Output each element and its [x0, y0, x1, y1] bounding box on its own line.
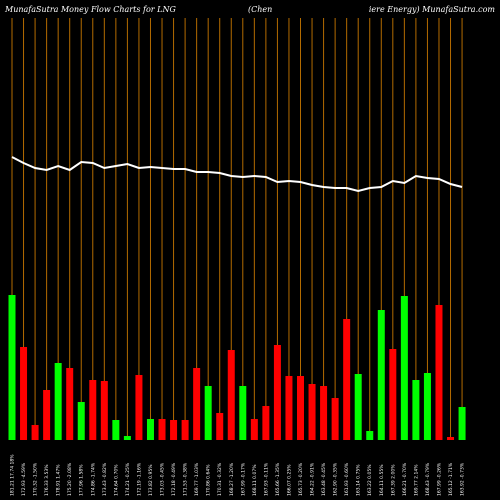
- chart-subtitle: (Chen: [248, 5, 272, 14]
- bar: [181, 420, 189, 440]
- chart-subtitle: iere Energy) MunafaSutra.com: [369, 5, 496, 14]
- bar: [31, 425, 39, 440]
- x-tick-label: 175.20 -2.08%: [67, 462, 73, 496]
- x-tick-label: 181.21 17.74 18%: [10, 454, 16, 496]
- x-tick-label: 164.22 -0.91%: [310, 462, 316, 496]
- chart-title: MunafaSutra Money Flow Charts for LNG: [4, 5, 176, 14]
- bar: [343, 319, 351, 440]
- x-tick-label: 167.39 2.00%: [390, 464, 396, 496]
- x-tick-label: 165.12 -1.71%: [448, 462, 454, 496]
- bar: [354, 374, 362, 440]
- x-tick-label: 172.19 -1.16%: [136, 462, 142, 496]
- bar: [216, 413, 224, 440]
- x-tick-label: 174.86 -1.74%: [90, 462, 96, 496]
- bar: [8, 295, 16, 440]
- bar: [193, 368, 201, 440]
- bar: [297, 376, 304, 440]
- x-tick-label: 161.93 -0.60%: [344, 462, 350, 496]
- bar: [135, 375, 143, 440]
- bar: [377, 310, 385, 440]
- x-tick-label: 172.93 -4.59%: [21, 462, 27, 496]
- bar: [170, 420, 178, 440]
- x-tick-label: 167.93 -0.11%: [263, 462, 269, 496]
- x-tick-label: 164.11 0.55%: [379, 464, 385, 496]
- x-tick-label: 169.77 2.14%: [413, 464, 419, 496]
- x-tick-label: 163.92 -0.73%: [460, 462, 466, 496]
- x-tick-label: 173.82 0.95%: [148, 464, 154, 496]
- x-tick-label: 163.22 0.05%: [367, 464, 373, 496]
- x-tick-label: 163.14 0.75%: [356, 464, 362, 496]
- bar: [435, 305, 443, 440]
- x-tick-label: 177.96 1.58%: [79, 464, 85, 496]
- bar: [285, 376, 293, 440]
- bar: [250, 419, 258, 440]
- x-tick-label: 169.77 -1.03%: [194, 462, 200, 496]
- bar: [331, 398, 339, 440]
- bar: [123, 436, 131, 440]
- bar: [366, 431, 374, 440]
- x-tick-label: 166.07 0.25%: [286, 464, 292, 496]
- x-tick-label: 176.33 3.53%: [44, 464, 50, 496]
- x-tick-label: 173.03 -0.45%: [160, 462, 166, 496]
- x-tick-label: 163.48 -0.45%: [321, 462, 327, 496]
- x-tick-label: 167.99 -0.17%: [240, 462, 246, 496]
- bar: [66, 368, 74, 440]
- bar: [43, 390, 51, 440]
- x-tick-label: 168.27 -1.20%: [229, 462, 235, 496]
- bar: [389, 349, 397, 440]
- bar: [100, 381, 108, 440]
- x-tick-label: 174.64 0.70%: [113, 464, 119, 496]
- bar: [447, 437, 455, 440]
- x-tick-label: 166.21 -0.70%: [402, 462, 408, 496]
- x-tick-label: 165.73 -0.20%: [298, 462, 304, 496]
- bar: [423, 373, 431, 440]
- x-tick-label: 170.31 -0.32%: [217, 462, 223, 496]
- bar: [239, 386, 247, 440]
- x-tick-label: 171.53 -0.38%: [183, 462, 189, 496]
- bar: [262, 406, 270, 440]
- bar: [204, 386, 212, 440]
- bar: [308, 384, 316, 440]
- x-tick-label: 165.66 -1.35%: [275, 462, 281, 496]
- bar: [89, 380, 97, 440]
- bar: [146, 419, 154, 440]
- bar: [158, 419, 166, 440]
- x-tick-label: 170.86 0.64%: [206, 464, 212, 496]
- bar: [20, 347, 28, 440]
- bar: [227, 350, 235, 440]
- bar: [320, 386, 328, 440]
- x-tick-label: 168.43 -0.79%: [425, 462, 431, 496]
- x-tick-label: 167.99 -0.26%: [436, 462, 442, 496]
- bar: [77, 402, 85, 440]
- x-tick-label: 162.90 -0.35%: [333, 462, 339, 496]
- x-tick-label: 172.18 -0.49%: [171, 462, 177, 496]
- x-tick-label: 178.91 1.47%: [56, 464, 62, 496]
- bar: [400, 296, 408, 440]
- bar: [54, 363, 62, 440]
- bar: [112, 420, 120, 440]
- money-flow-line: [11, 156, 463, 193]
- bar: [458, 407, 466, 440]
- x-tick-label: 173.43 -0.82%: [102, 462, 108, 496]
- x-tick-label: 174.21 -0.25%: [125, 462, 131, 496]
- bar: [412, 380, 420, 440]
- bar: [273, 345, 281, 440]
- x-tick-label: 170.32 -1.50%: [33, 462, 39, 496]
- x-tick-label: 168.11 0.07%: [252, 464, 258, 496]
